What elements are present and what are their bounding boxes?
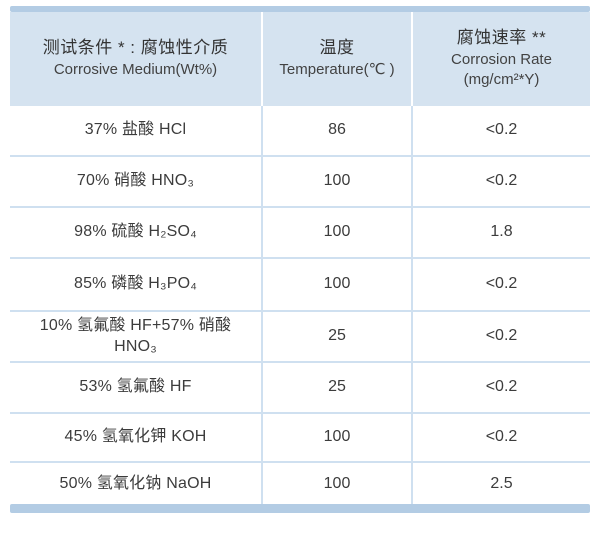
col-header-rate-en: Corrosion Rate — [451, 51, 552, 69]
top-accent-bar — [10, 6, 590, 12]
medium-cell: 10% 氢氟酸 HF+57% 硝酸 HNO₃ — [10, 310, 262, 362]
rate-cell: <0.2 — [411, 106, 590, 156]
rate-cell: <0.2 — [411, 155, 590, 207]
col-header-corrosion-rate: 腐蚀速率 ** Corrosion Rate (mg/cm²*Y) — [411, 12, 590, 106]
table-row: 37% 盐酸 HCl 86 <0.2 — [10, 106, 590, 156]
col-header-temperature-en: Temperature(℃ ) — [279, 61, 395, 79]
temperature-cell: 100 — [261, 155, 412, 207]
medium-cell: 70% 硝酸 HNO₃ — [10, 155, 262, 207]
table-row: 70% 硝酸 HNO₃ 100 <0.2 — [10, 155, 590, 207]
col-header-corrosive-medium: 测试条件 * : 腐蚀性介质 Corrosive Medium(Wt%) — [10, 12, 262, 106]
rate-cell: 2.5 — [411, 461, 590, 505]
header-row: 测试条件 * : 腐蚀性介质 Corrosive Medium(Wt%) 温度 … — [10, 12, 590, 106]
rate-cell: <0.2 — [411, 412, 590, 462]
medium-cell: 53% 氢氟酸 HF — [10, 361, 262, 413]
col-header-rate-unit: (mg/cm²*Y) — [463, 71, 540, 89]
col-header-medium-en: Corrosive Medium(Wt%) — [53, 61, 218, 79]
table-row: 50% 氢氧化钠 NaOH 100 2.5 — [10, 461, 590, 505]
medium-cell: 37% 盐酸 HCl — [10, 106, 262, 156]
temperature-cell: 25 — [261, 361, 412, 413]
rate-cell: 1.8 — [411, 206, 590, 258]
medium-cell: 85% 磷酸 H₃PO₄ — [10, 257, 262, 311]
temperature-cell: 100 — [261, 461, 412, 505]
temperature-cell: 25 — [261, 310, 412, 362]
medium-cell: 50% 氢氧化钠 NaOH — [10, 461, 262, 505]
corrosion-table-panel: 测试条件 * : 腐蚀性介质 Corrosive Medium(Wt%) 温度 … — [10, 6, 590, 513]
rate-cell: <0.2 — [411, 310, 590, 362]
bottom-accent-bar — [10, 504, 590, 513]
table-row: 53% 氢氟酸 HF 25 <0.2 — [10, 361, 590, 413]
table-row: 98% 硫酸 H₂SO₄ 100 1.8 — [10, 206, 590, 258]
rate-cell: <0.2 — [411, 257, 590, 311]
table-row: 85% 磷酸 H₃PO₄ 100 <0.2 — [10, 257, 590, 311]
rate-cell: <0.2 — [411, 361, 590, 413]
medium-cell: 98% 硫酸 H₂SO₄ — [10, 206, 262, 258]
col-header-temperature-zh: 温度 — [319, 38, 355, 58]
table-row: 45% 氢氧化钾 KOH 100 <0.2 — [10, 412, 590, 462]
temperature-cell: 86 — [261, 106, 412, 156]
table-row: 10% 氢氟酸 HF+57% 硝酸 HNO₃ 25 <0.2 — [10, 310, 590, 362]
col-header-medium-zh: 测试条件 * : 腐蚀性介质 — [42, 38, 229, 58]
temperature-cell: 100 — [261, 206, 412, 258]
corrosion-resistance-table: 测试条件 * : 腐蚀性介质 Corrosive Medium(Wt%) 温度 … — [10, 12, 590, 505]
col-header-temperature: 温度 Temperature(℃ ) — [261, 12, 412, 106]
medium-cell: 45% 氢氧化钾 KOH — [10, 412, 262, 462]
col-header-rate-zh: 腐蚀速率 ** — [456, 28, 547, 48]
temperature-cell: 100 — [261, 257, 412, 311]
temperature-cell: 100 — [261, 412, 412, 462]
